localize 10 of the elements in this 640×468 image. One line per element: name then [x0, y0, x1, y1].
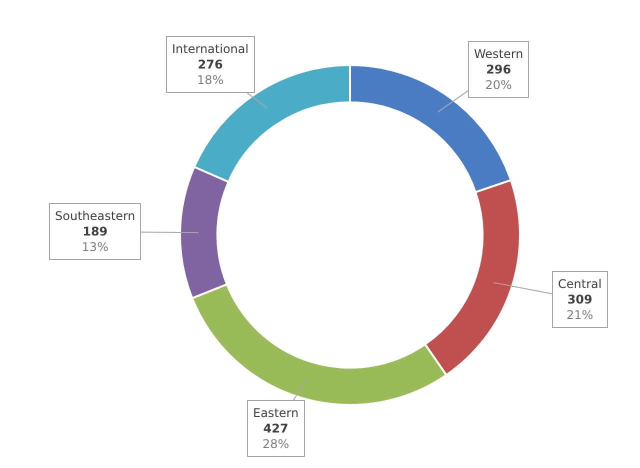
slice-label: Southeastern: [55, 209, 136, 223]
slice-label: International: [172, 42, 249, 56]
slice-label: Western: [474, 47, 524, 61]
data-label: 276 18%: [196, 58, 224, 88]
data-label: 427 28%: [262, 422, 290, 452]
data-label: 296 20%: [485, 62, 512, 92]
slice-label: Central: [558, 277, 602, 291]
data-label: 309 21%: [566, 292, 594, 322]
slice-label: Eastern: [253, 406, 299, 420]
data-label: 189 13%: [82, 224, 108, 254]
